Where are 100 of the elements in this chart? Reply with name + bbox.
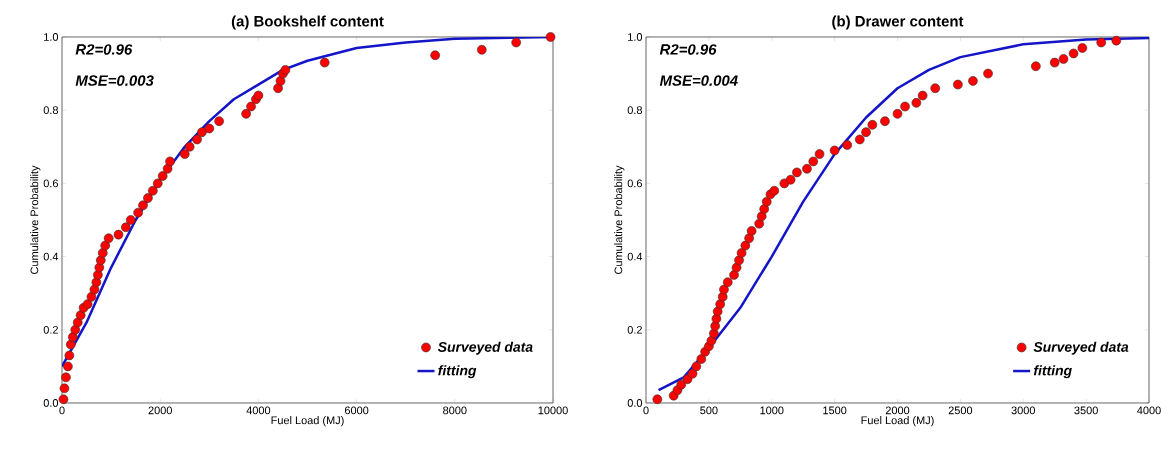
x-tick-label: 0 <box>59 406 65 415</box>
annotation: MSE=0.004 <box>659 75 738 86</box>
point <box>204 123 215 134</box>
point <box>121 222 131 233</box>
point <box>808 156 819 167</box>
point <box>719 284 729 295</box>
x-axis-title: Fuel Load (MJ) <box>861 416 934 427</box>
x-tick-label: 8000 <box>443 406 467 415</box>
y-tick-label: 1.0 <box>628 33 643 41</box>
point <box>867 120 878 130</box>
point <box>953 79 963 90</box>
point <box>736 248 747 258</box>
x-tick-label: 3000 <box>1011 406 1036 415</box>
point <box>61 372 71 383</box>
point <box>148 185 158 196</box>
point <box>72 317 83 328</box>
point <box>911 98 922 108</box>
legend-label: fitting <box>1033 365 1072 379</box>
point <box>930 83 941 94</box>
x-tick-label: 0 <box>643 406 649 415</box>
point <box>792 167 802 178</box>
point <box>983 68 993 79</box>
point <box>58 394 69 405</box>
legend-label: fitting <box>438 365 477 379</box>
point <box>829 145 840 156</box>
point <box>1049 57 1060 68</box>
point <box>1031 61 1041 72</box>
x-tick-label: 2500 <box>948 406 973 415</box>
point <box>430 50 440 61</box>
point <box>854 134 865 145</box>
point <box>722 277 733 287</box>
point <box>900 101 910 112</box>
x-tick-label: 6000 <box>344 406 369 415</box>
point <box>152 178 163 189</box>
point <box>756 211 767 222</box>
point <box>64 350 75 361</box>
point <box>138 200 148 211</box>
point <box>113 229 124 240</box>
point <box>880 116 890 126</box>
y-axis-title: Cumulative Probability <box>30 165 41 274</box>
point <box>179 149 190 159</box>
y-tick-label: 1.0 <box>44 33 59 41</box>
point <box>59 383 70 394</box>
point <box>103 233 114 244</box>
x-tick-label: 500 <box>700 406 718 415</box>
point <box>82 299 93 309</box>
y-tick-label: 0.0 <box>627 399 643 407</box>
x-tick-label: 1500 <box>823 406 847 415</box>
y-tick-label: 0.0 <box>43 399 59 407</box>
point <box>814 149 825 159</box>
point <box>477 44 487 55</box>
point <box>246 101 256 112</box>
point <box>253 90 264 101</box>
point <box>100 240 111 251</box>
point <box>197 127 207 137</box>
chart-title: (a) Bookshelf content <box>231 15 384 30</box>
point <box>892 109 903 119</box>
y-tick-label: 0.6 <box>43 179 59 188</box>
y-tick-label: 0.4 <box>627 252 643 261</box>
x-tick-label: 2000 <box>885 406 910 415</box>
annotation: R2=0.96 <box>75 44 133 55</box>
annotation: MSE=0.003 <box>75 75 154 86</box>
y-tick-label: 0.2 <box>627 325 642 334</box>
point <box>842 140 853 150</box>
point <box>652 394 663 405</box>
line-series <box>657 36 1150 392</box>
point <box>1077 43 1088 53</box>
y-tick-label: 0.8 <box>43 106 59 115</box>
x-tick-label: 4000 <box>1137 406 1161 415</box>
point <box>691 361 702 372</box>
point <box>1096 37 1107 48</box>
point <box>759 204 770 214</box>
point <box>687 368 698 379</box>
point <box>1068 48 1079 59</box>
x-tick-label: 4000 <box>246 406 271 415</box>
legend-label: Surveyed data <box>1033 341 1129 355</box>
point <box>545 32 556 42</box>
y-tick-label: 0.4 <box>43 252 59 261</box>
legend-label: Surveyed data <box>437 341 533 355</box>
point <box>861 127 871 137</box>
point <box>746 226 757 236</box>
point <box>241 109 251 119</box>
point <box>511 37 521 48</box>
x-tick-label: 1000 <box>760 406 784 415</box>
point <box>715 299 725 309</box>
x-tick-label: 3500 <box>1074 406 1098 415</box>
point <box>676 379 687 390</box>
point <box>769 185 780 196</box>
point <box>133 207 143 218</box>
point <box>165 156 175 167</box>
point <box>785 174 796 185</box>
point <box>802 163 812 174</box>
point <box>761 196 772 207</box>
point <box>319 57 330 68</box>
y-tick-label: 0.8 <box>627 106 643 115</box>
point <box>968 76 978 86</box>
point <box>917 90 928 101</box>
y-tick-label: 0.2 <box>43 325 58 334</box>
point <box>184 141 195 152</box>
x-axis-title: Fuel Load (MJ) <box>271 416 344 427</box>
